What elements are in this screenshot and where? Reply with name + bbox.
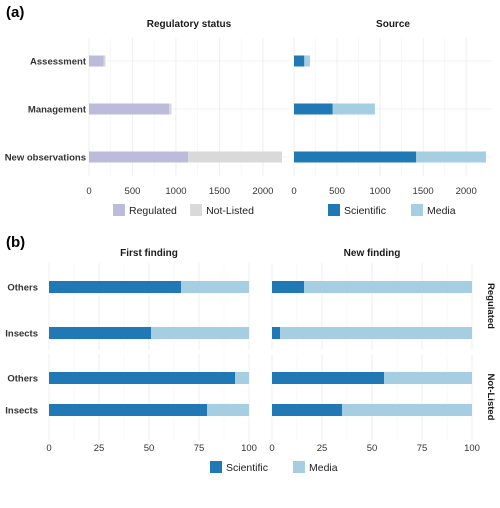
a-left-bar-management-regulated: [89, 103, 169, 115]
a-right-x-tick-label-0: 0: [291, 186, 296, 197]
b-legend-key-media: [293, 461, 305, 473]
b-first-finding-regulated-bar-others-media: [181, 281, 249, 293]
b-new-finding-x-tick-label-4: 100: [464, 443, 480, 454]
a-left-bar-assessment-regulated: [89, 55, 104, 67]
a-right-x-tick-label-3: 1500: [413, 186, 434, 197]
a-right-bar-assessment-media: [304, 55, 310, 67]
a-right-x-tick-label-2: 1000: [370, 186, 391, 197]
a-left-x-tick-label-2: 1000: [165, 186, 186, 197]
b-new-finding-regulated-bar-insects-media: [280, 327, 472, 339]
b-first-finding-not-listed-bar-insects-media: [207, 404, 249, 416]
a-left-bar-management-not-listed: [169, 103, 172, 115]
a-right-legend-key-media: [411, 204, 423, 216]
a-right-bar-management-scientific: [294, 103, 333, 115]
b-new-finding-x-tick-label-2: 50: [367, 443, 378, 454]
b-first-finding-regulated-bar-insects-media: [151, 327, 249, 339]
b-first-finding-not-listed-bar-others-media: [235, 372, 249, 384]
panel-label-a: (a): [6, 4, 24, 21]
chart-title-source: Source: [376, 19, 410, 30]
b-regulated-category-label-insects: Insects: [5, 329, 38, 340]
a-category-label-new-observations: New observations: [5, 153, 86, 164]
a-category-label-management: Management: [28, 105, 87, 116]
a-right-x-tick-label-4: 2000: [456, 186, 477, 197]
a-category-label-assessment: Assessment: [30, 57, 87, 68]
b-new-finding-regulated-bar-others-media: [304, 281, 472, 293]
a-left-x-tick-label-4: 2000: [252, 186, 273, 197]
a-left-x-tick-label-1: 500: [125, 186, 141, 197]
b-not-listed-category-label-insects: Insects: [5, 406, 38, 417]
facet-title-first-finding: First finding: [120, 248, 178, 259]
b-first-finding-not-listed-bar-insects-scientific: [49, 404, 207, 416]
b-first-finding-x-tick-label-1: 25: [94, 443, 105, 454]
b-first-finding-regulated-bar-insects-scientific: [49, 327, 151, 339]
b-first-finding-x-tick-label-4: 100: [241, 443, 257, 454]
b-first-finding-x-tick-label-3: 75: [194, 443, 205, 454]
a-left-x-tick-label-0: 0: [86, 186, 91, 197]
a-right-legend-label-scientific: Scientific: [344, 205, 386, 217]
b-new-finding-not-listed-bar-others-scientific: [272, 372, 384, 384]
a-left-legend-key-regulated: [113, 204, 125, 216]
b-new-finding-x-tick-label-3: 75: [417, 443, 428, 454]
b-first-finding-x-tick-label-0: 0: [46, 443, 51, 454]
b-new-finding-not-listed-bar-others-media: [384, 372, 472, 384]
b-legend-label-scientific: Scientific: [226, 462, 268, 474]
a-right-bar-new-observations-scientific: [294, 151, 417, 163]
strip-label-not-listed: Not-Listed: [485, 374, 496, 421]
b-first-finding-regulated-bar-others-scientific: [49, 281, 181, 293]
a-left-bar-assessment-not-listed: [103, 55, 106, 67]
a-left-legend-label-regulated: Regulated: [129, 205, 177, 217]
panel-label-b: (b): [6, 234, 25, 251]
b-new-finding-not-listed-bar-insects-scientific: [272, 404, 342, 416]
b-new-finding-regulated-bar-insects-scientific: [272, 327, 280, 339]
b-legend-label-media: Media: [309, 462, 338, 474]
chart-marks: 0 500 1000 1500 2000 0 500 1000 1500 2000Assessme…: [5, 38, 492, 474]
a-left-legend-label-not-listed: Not-Listed: [206, 205, 254, 217]
a-right-legend-key-scientific: [328, 204, 340, 216]
b-legend-key-scientific: [210, 461, 222, 473]
b-not-listed-category-label-others: Others: [7, 374, 38, 385]
b-new-finding-not-listed-bar-insects-media: [342, 404, 472, 416]
a-left-x-tick-label-3: 1500: [209, 186, 230, 197]
b-regulated-category-label-others: Others: [7, 283, 38, 294]
a-left-bar-new-observations-regulated: [89, 151, 189, 163]
chart-title-regulatory-status: Regulatory status: [147, 19, 232, 30]
b-first-finding-x-tick-label-2: 50: [144, 443, 155, 454]
strip-label-regulated: Regulated: [485, 283, 496, 329]
a-right-x-tick-label-1: 500: [329, 186, 345, 197]
b-first-finding-not-listed-bar-others-scientific: [49, 372, 235, 384]
b-new-finding-x-tick-label-0: 0: [269, 443, 274, 454]
b-new-finding-x-tick-label-1: 25: [317, 443, 328, 454]
a-left-bar-new-observations-not-listed: [188, 151, 283, 163]
b-new-finding-regulated-bar-others-scientific: [272, 281, 304, 293]
a-right-legend-label-media: Media: [427, 205, 456, 217]
facet-title-new-finding: New finding: [344, 248, 401, 259]
a-left-legend-key-not-listed: [190, 204, 203, 216]
a-right-bar-assessment-scientific: [294, 55, 305, 67]
a-right-bar-management-media: [332, 103, 375, 115]
a-right-bar-new-observations-media: [416, 151, 486, 163]
